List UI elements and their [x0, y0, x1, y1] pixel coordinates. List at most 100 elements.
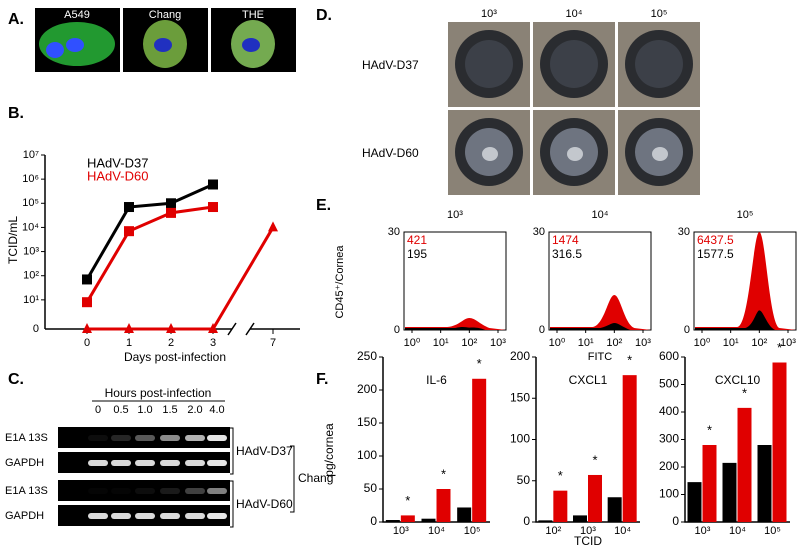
lane-label: 0.5	[113, 404, 128, 416]
bar	[385, 520, 400, 522]
red-count: 1474	[552, 233, 579, 247]
bar	[400, 515, 415, 522]
gel-band	[111, 513, 131, 519]
y-tick-label: 200	[659, 459, 679, 473]
marker	[166, 198, 176, 209]
bar	[472, 378, 487, 522]
gel-band	[88, 513, 108, 519]
row-label: GAPDH	[5, 510, 44, 522]
row-label: GAPDH	[5, 457, 44, 469]
image-label: A549	[64, 9, 90, 21]
gel-band	[111, 435, 131, 441]
x-tick-label: 10³	[393, 525, 409, 537]
panel-label: C.	[8, 371, 24, 388]
bar	[622, 375, 637, 522]
column-label: 10⁴	[592, 209, 609, 221]
gel-title: Hours post-infection	[105, 386, 212, 400]
bar	[421, 518, 436, 522]
column-label: 10⁵	[737, 209, 754, 221]
significance-mark: *	[707, 422, 712, 437]
image-label: Chang	[149, 9, 181, 21]
histogram-black	[550, 323, 631, 330]
x-tick-label: 10⁴	[729, 525, 746, 537]
bar	[436, 489, 451, 522]
gel-strip	[58, 480, 230, 501]
chart-title: CXCL1	[569, 373, 608, 387]
x-tick-label: 10⁴	[614, 525, 631, 537]
x-tick-label: 10⁰	[694, 337, 711, 349]
x-tick-label: 1	[126, 337, 132, 349]
y-tick-label: 200	[357, 382, 377, 396]
bar	[737, 407, 752, 522]
y-axis-label: TCID/mL	[6, 216, 20, 264]
axis-break	[227, 322, 255, 336]
y-tick-label: 100	[659, 487, 679, 501]
y-tick-label: 0	[684, 324, 690, 336]
y-tick-label: 0	[672, 514, 679, 528]
y-axis-label: CD45⁺/Cornea	[334, 245, 346, 319]
y-tick-label: 10⁷	[23, 149, 39, 161]
gel-band	[88, 435, 108, 441]
opacity-spot	[482, 147, 498, 161]
black-count: 1577.5	[697, 247, 734, 261]
gel-band	[135, 435, 155, 441]
lane-label: 4.0	[209, 404, 224, 416]
group-bracket	[230, 480, 234, 528]
row-label: HAdV-D60	[362, 146, 419, 160]
gel-band	[160, 435, 180, 441]
x-tick-label: 10⁰	[404, 337, 421, 349]
x-axis-label: TCID	[574, 534, 602, 548]
x-tick-label: 10²	[461, 337, 477, 349]
lane-label: 2.0	[187, 404, 202, 416]
x-tick-label: 10¹	[723, 337, 739, 349]
marker	[208, 202, 218, 213]
marker	[82, 297, 92, 308]
nucleus-stain	[242, 38, 260, 52]
significance-mark: *	[477, 356, 482, 371]
x-tick-label: 10¹	[578, 337, 594, 349]
gel-band	[207, 488, 227, 494]
legend-label: HAdV-D37	[87, 155, 148, 170]
x-tick-label: 10²	[545, 525, 561, 537]
gel-band	[111, 460, 131, 466]
red-count: 421	[407, 233, 427, 247]
x-axis-label: FITC	[588, 351, 612, 363]
gel-band	[160, 488, 180, 494]
y-tick-label: 150	[357, 415, 377, 429]
gel-band	[207, 460, 227, 466]
y-tick-label: 30	[388, 226, 400, 238]
y-tick-label: 500	[659, 377, 679, 391]
significance-mark: *	[441, 466, 446, 481]
gel-band	[207, 435, 227, 441]
y-tick-label: 10⁴	[22, 221, 39, 233]
gel-band	[185, 488, 205, 494]
x-tick-label: 7	[270, 337, 276, 349]
y-tick-label: 0	[539, 324, 545, 336]
y-tick-label: 10³	[23, 245, 39, 257]
x-tick-label: 10³	[695, 525, 711, 537]
y-tick-label: 10⁵	[22, 197, 39, 209]
cornea	[465, 40, 513, 88]
x-tick-label: 10³	[490, 337, 506, 349]
lane-label: 1.0	[137, 404, 152, 416]
x-tick-label: 10³	[580, 525, 596, 537]
series-line	[87, 226, 275, 331]
x-tick-label: 10⁵	[464, 525, 481, 537]
panel-label: B.	[8, 105, 24, 122]
gel-band	[88, 488, 108, 494]
y-tick-label: 10⁶	[22, 173, 39, 185]
row-label: E1A 13S	[5, 432, 48, 444]
cornea	[550, 40, 598, 88]
y-tick-label: 50	[364, 481, 378, 495]
x-tick-label: 10²	[606, 337, 622, 349]
bar	[457, 507, 472, 522]
marker	[124, 323, 134, 333]
panel-label: D.	[316, 7, 332, 24]
x-tick-label: 2	[168, 337, 174, 349]
column-label: 10³	[481, 8, 497, 20]
bar	[687, 482, 702, 522]
bar	[553, 490, 568, 522]
x-tick-label: 0	[84, 337, 90, 349]
y-tick-label: 10²	[23, 270, 39, 282]
